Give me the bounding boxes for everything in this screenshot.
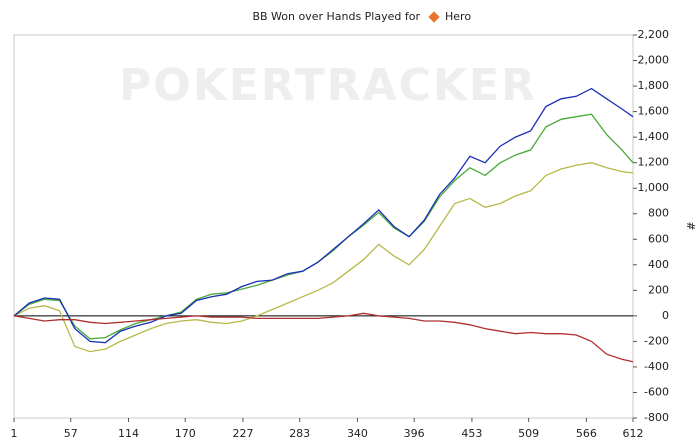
y-tick-label: 1,800 <box>638 79 670 92</box>
x-tick-label: 227 <box>232 427 253 440</box>
x-tick-label: 566 <box>576 427 597 440</box>
y-tick-label: -400 <box>644 360 669 373</box>
x-tick-label: 453 <box>461 427 482 440</box>
y-tick-label: 1,600 <box>638 105 670 118</box>
y-tick-label: -600 <box>644 385 669 398</box>
player-name: Hero <box>445 10 471 23</box>
x-tick-label: 509 <box>518 427 539 440</box>
y-tick-label: 2,000 <box>638 54 670 67</box>
y-tick-label: -800 <box>644 411 669 424</box>
y-tick-label: 800 <box>648 207 669 220</box>
series-line <box>13 87 634 344</box>
y-tick-label: 600 <box>648 232 669 245</box>
y-tick-label: -200 <box>644 334 669 347</box>
x-tick-label: 612 <box>623 427 644 440</box>
plot-frame <box>13 34 634 419</box>
x-tick-label: 114 <box>118 427 139 440</box>
y-tick-label: 1,000 <box>638 181 670 194</box>
y-tick-label: 0 <box>662 309 669 322</box>
x-tick-label: 396 <box>404 427 425 440</box>
y-tick-label: 1,400 <box>638 130 670 143</box>
x-tick-label: 57 <box>64 427 78 440</box>
series-line <box>13 162 634 353</box>
y-tick-label: 2,200 <box>638 28 670 41</box>
player-icon <box>428 11 440 23</box>
x-tick-label: 170 <box>175 427 196 440</box>
y-tick-label: 400 <box>648 258 669 271</box>
chart-title: BB Won over Hands Played for <box>252 10 420 23</box>
x-tick-label: 283 <box>289 427 310 440</box>
series-line <box>13 312 634 363</box>
x-tick-label: 1 <box>11 427 18 440</box>
x-tick-label: 340 <box>347 427 368 440</box>
y-axis-label: # <box>685 221 698 230</box>
y-tick-label: 1,200 <box>638 156 670 169</box>
series-line <box>13 113 634 340</box>
y-tick-label: 200 <box>648 283 669 296</box>
watermark: POKERTRACKER <box>119 60 537 111</box>
